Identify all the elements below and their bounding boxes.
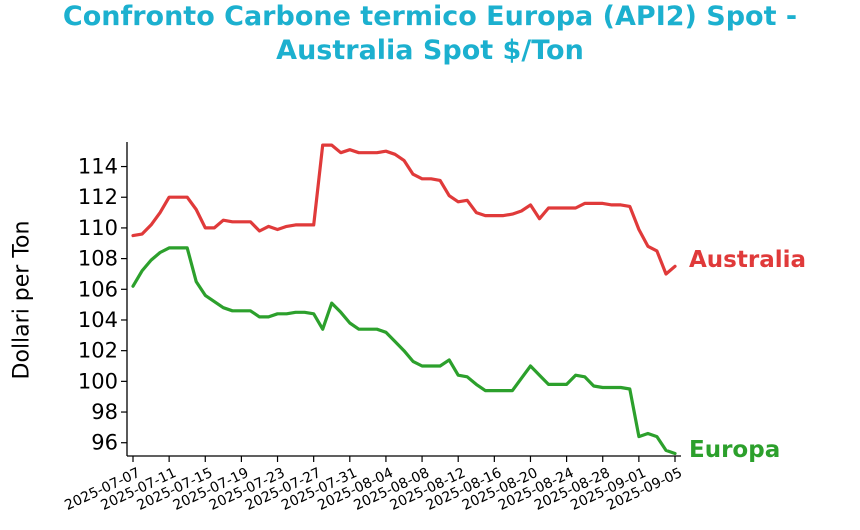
y-tick-label: 108: [78, 247, 118, 271]
chart-title: Confronto Carbone termico Europa (API2) …: [0, 0, 860, 68]
chart-title-line-1: Confronto Carbone termico Europa (API2) …: [62, 1, 798, 32]
y-tick-label: 104: [78, 308, 118, 332]
chart-title-line-2: Australia Spot $/Ton: [276, 35, 584, 66]
series-line-europa: [131, 246, 677, 456]
axes: 96981001021041061081101121142025-07-0720…: [62, 142, 685, 514]
series-labels: Australia Europa: [689, 247, 806, 463]
series-lines: [131, 143, 677, 456]
series-line-australia: [131, 143, 677, 276]
y-tick-label: 102: [78, 339, 118, 363]
y-tick-label: 96: [91, 431, 118, 455]
y-tick-label: 106: [78, 277, 118, 301]
y-tick-label: 98: [91, 400, 118, 424]
y-tick-label: 100: [78, 369, 118, 393]
y-tick-label: 110: [78, 216, 118, 240]
y-tick-label: 114: [78, 155, 118, 179]
series-label-europa: Europa: [689, 437, 780, 463]
y-tick-label: 112: [78, 185, 118, 209]
series-label-australia: Australia: [689, 247, 806, 273]
